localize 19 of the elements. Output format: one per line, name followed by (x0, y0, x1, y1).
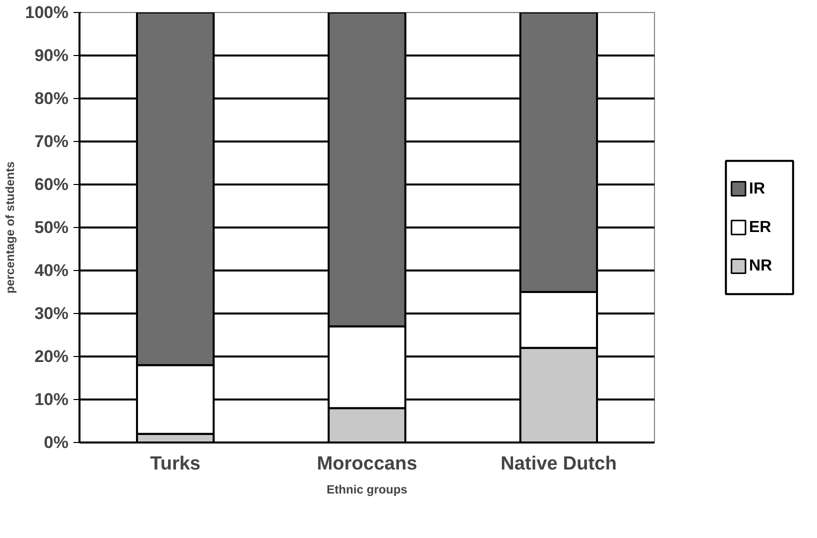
y-tick-label: 100% (25, 3, 69, 22)
x-tick-label: Native Dutch (500, 454, 617, 474)
y-tick-label: 30% (34, 304, 69, 323)
legend-label: NR (749, 258, 773, 275)
legend-label: IR (749, 180, 766, 198)
y-tick-label: 20% (34, 347, 69, 366)
legend-label: ER (749, 219, 772, 236)
y-tick-label: 70% (34, 132, 69, 151)
y-tick-label: 60% (34, 175, 69, 194)
y-tick-label: 50% (34, 218, 69, 237)
y-tick-label: 10% (34, 390, 69, 409)
y-tick-label: 0% (44, 433, 69, 452)
y-tick-label: 90% (34, 46, 69, 65)
x-axis-title: Ethnic groups (326, 482, 408, 496)
y-tick-label: 40% (34, 261, 69, 280)
x-tick-label: Moroccans (316, 454, 418, 474)
y-tick-label: 80% (34, 89, 69, 108)
x-tick-label: Turks (150, 454, 201, 474)
y-axis-title: percentage of students (3, 161, 18, 294)
